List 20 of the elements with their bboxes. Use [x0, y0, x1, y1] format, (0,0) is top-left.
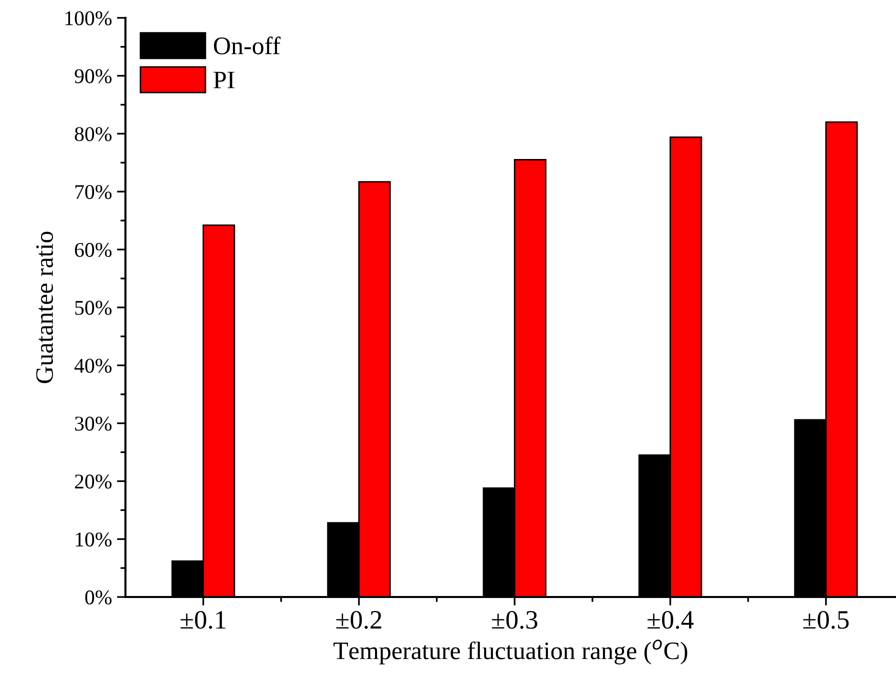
y-tick-label: 80%: [74, 127, 112, 142]
y-axis-title: Guatantee ratio: [36, 232, 54, 384]
x-tick-label: ±0.4: [648, 610, 694, 629]
y-tick-label: 70%: [75, 184, 112, 200]
y-tick-label: 90%: [74, 69, 112, 84]
legend-label: On-off: [214, 36, 281, 54]
x-tick-label: ±0.2: [336, 610, 382, 629]
y-tick-label: 50%: [75, 300, 112, 315]
y-tick-label: 0%: [85, 590, 112, 605]
y-tick-label: 40%: [74, 358, 112, 373]
x-tick-label: ±0.3: [492, 610, 538, 629]
y-tick-label: 10%: [76, 532, 112, 547]
y-tick-label: 30%: [75, 416, 112, 431]
x-axis-title: Temperature fluctuation range ($^{o}$C): [334, 640, 688, 664]
x-tick-label: ±0.1: [180, 610, 226, 629]
y-tick-label: 100%: [65, 11, 112, 26]
y-tick-label: 60%: [74, 242, 112, 258]
x-tick-label: ±0.5: [803, 610, 849, 629]
y-tick-label: 20%: [74, 474, 112, 489]
legend-label: PI: [214, 72, 234, 88]
